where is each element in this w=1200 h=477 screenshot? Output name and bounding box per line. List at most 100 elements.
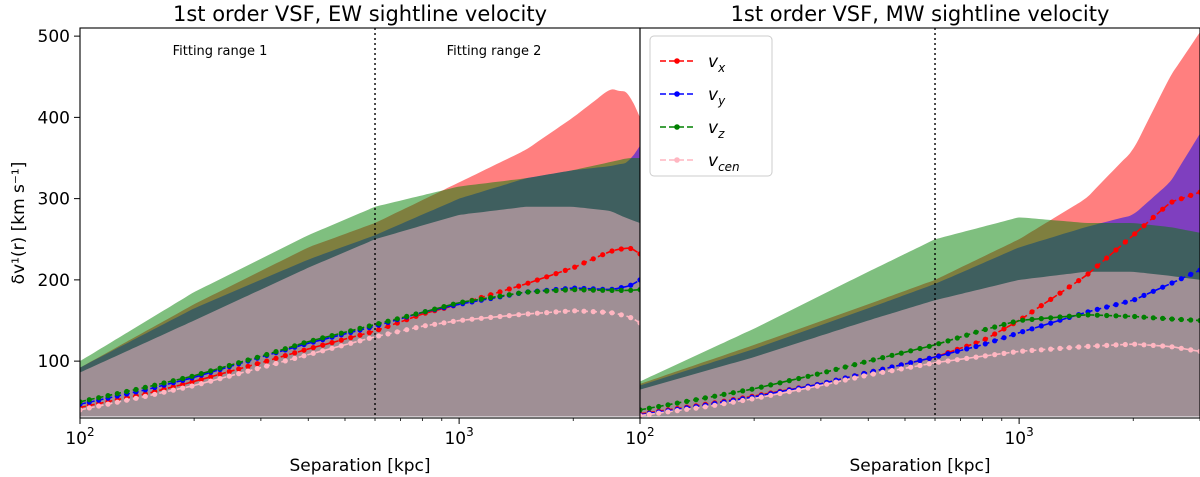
left-point-v-z: [618, 287, 624, 293]
right-point-v-cen: [805, 385, 811, 391]
left-point-v-cen: [534, 310, 540, 316]
left-point-v-cen: [329, 345, 335, 351]
right-point-v-z: [1188, 317, 1194, 323]
right-point-v-cen: [1160, 343, 1166, 349]
right-point-v-z: [693, 397, 699, 403]
left-point-v-cen: [133, 395, 139, 401]
right-point-v-y: [1104, 304, 1110, 310]
left-point-v-x: [292, 350, 298, 356]
right-x-axis-label: Separation [kpc]: [849, 456, 990, 476]
right-point-v-z: [1085, 312, 1091, 318]
right-point-v-y: [1188, 271, 1194, 277]
left-point-v-cen: [170, 387, 176, 393]
right-point-v-z: [992, 324, 998, 330]
right-point-v-cen: [861, 373, 867, 379]
right-point-v-cen: [646, 411, 652, 417]
right-point-v-x: [1066, 284, 1072, 290]
right-point-v-y: [954, 348, 960, 354]
left-y-tick-label: 400: [38, 108, 70, 128]
left-point-v-z: [217, 365, 223, 371]
left-point-v-cen: [376, 333, 382, 339]
right-point-v-z: [814, 371, 820, 377]
left-point-v-x: [226, 369, 232, 375]
left-point-v-cen: [590, 309, 596, 315]
right-point-v-z: [880, 355, 886, 361]
left-point-v-z: [366, 323, 372, 329]
left-point-v-x: [544, 274, 550, 280]
legend-marker: [674, 91, 680, 97]
left-point-v-x: [198, 376, 204, 382]
left-point-v-cen: [301, 353, 307, 359]
left-point-v-cen: [562, 308, 568, 314]
right-point-v-z: [973, 329, 979, 335]
right-point-v-cen: [1029, 347, 1035, 353]
left-point-v-x: [208, 374, 214, 380]
right-point-v-x: [1085, 271, 1091, 277]
left-point-v-x: [254, 361, 260, 367]
left-point-v-cen: [357, 338, 363, 344]
left-y-tick-label: 300: [38, 190, 70, 210]
right-point-v-y: [1150, 288, 1156, 294]
left-point-v-z: [338, 330, 344, 336]
left-point-v-cen: [506, 313, 512, 319]
left-point-v-z: [394, 316, 400, 322]
left-point-v-cen: [264, 363, 270, 369]
left-point-v-cen: [86, 405, 92, 411]
left-point-v-z: [142, 384, 148, 390]
left-point-v-cen: [478, 315, 484, 321]
right-point-v-z: [656, 403, 662, 410]
right-point-v-z: [640, 407, 643, 413]
right-point-v-z: [1057, 314, 1063, 320]
right-point-v-cen: [749, 396, 755, 402]
right-point-v-cen: [1150, 342, 1156, 348]
left-point-v-cen: [600, 309, 606, 315]
left-point-v-cen: [441, 320, 447, 326]
right-point-v-z: [1122, 313, 1128, 319]
left-point-v-z: [404, 313, 410, 319]
right-point-v-z: [870, 357, 876, 363]
left-point-v-z: [86, 397, 92, 403]
right-point-v-z: [740, 388, 746, 394]
right-point-v-z: [917, 345, 923, 352]
left-point-v-cen: [525, 311, 531, 317]
right-point-v-y: [908, 360, 914, 366]
left-point-v-x: [376, 327, 382, 333]
left-point-v-z: [273, 349, 279, 355]
right-point-v-x: [982, 336, 988, 342]
left-point-v-z: [590, 287, 596, 293]
left-point-v-cen: [366, 335, 372, 341]
left-y-tick-label: 500: [38, 27, 70, 47]
right-point-v-z: [889, 352, 895, 358]
right-point-v-cen: [1132, 341, 1138, 347]
left-point-v-z: [357, 325, 363, 331]
right-point-v-z: [730, 390, 736, 396]
left-chart-title: 1st order VSF, EW sightline velocity: [173, 2, 547, 26]
left-point-v-cen: [497, 313, 503, 320]
right-point-v-x: [1113, 247, 1119, 253]
right-point-v-cen: [721, 401, 727, 407]
right-panel: 102 103 Separation [kpc] 1st order VSF, MW …: [625, 2, 1200, 476]
left-y-tick-label: 100: [38, 352, 70, 372]
left-point-v-x: [562, 267, 568, 273]
right-point-v-cen: [1066, 345, 1072, 351]
left-point-v-z: [152, 382, 158, 388]
right-point-v-z: [796, 375, 802, 382]
left-point-v-z: [432, 306, 438, 312]
left-point-v-x: [320, 342, 326, 348]
right-point-v-cen: [954, 357, 960, 363]
left-point-v-z: [80, 399, 83, 405]
left-point-v-z: [581, 287, 587, 293]
left-point-v-z: [292, 343, 298, 349]
right-point-v-y: [945, 351, 951, 357]
right-point-v-cen: [1010, 349, 1016, 355]
right-point-v-cen: [640, 413, 643, 418]
left-point-v-cen: [460, 317, 466, 323]
right-point-v-cen: [824, 381, 830, 387]
left-point-v-x: [590, 256, 596, 262]
right-point-v-cen: [777, 390, 783, 397]
left-point-v-cen: [553, 309, 559, 315]
right-point-v-z: [1029, 316, 1035, 322]
left-point-v-z: [133, 386, 139, 393]
left-y-tick-label: 200: [38, 271, 70, 291]
right-point-v-z: [861, 359, 867, 365]
